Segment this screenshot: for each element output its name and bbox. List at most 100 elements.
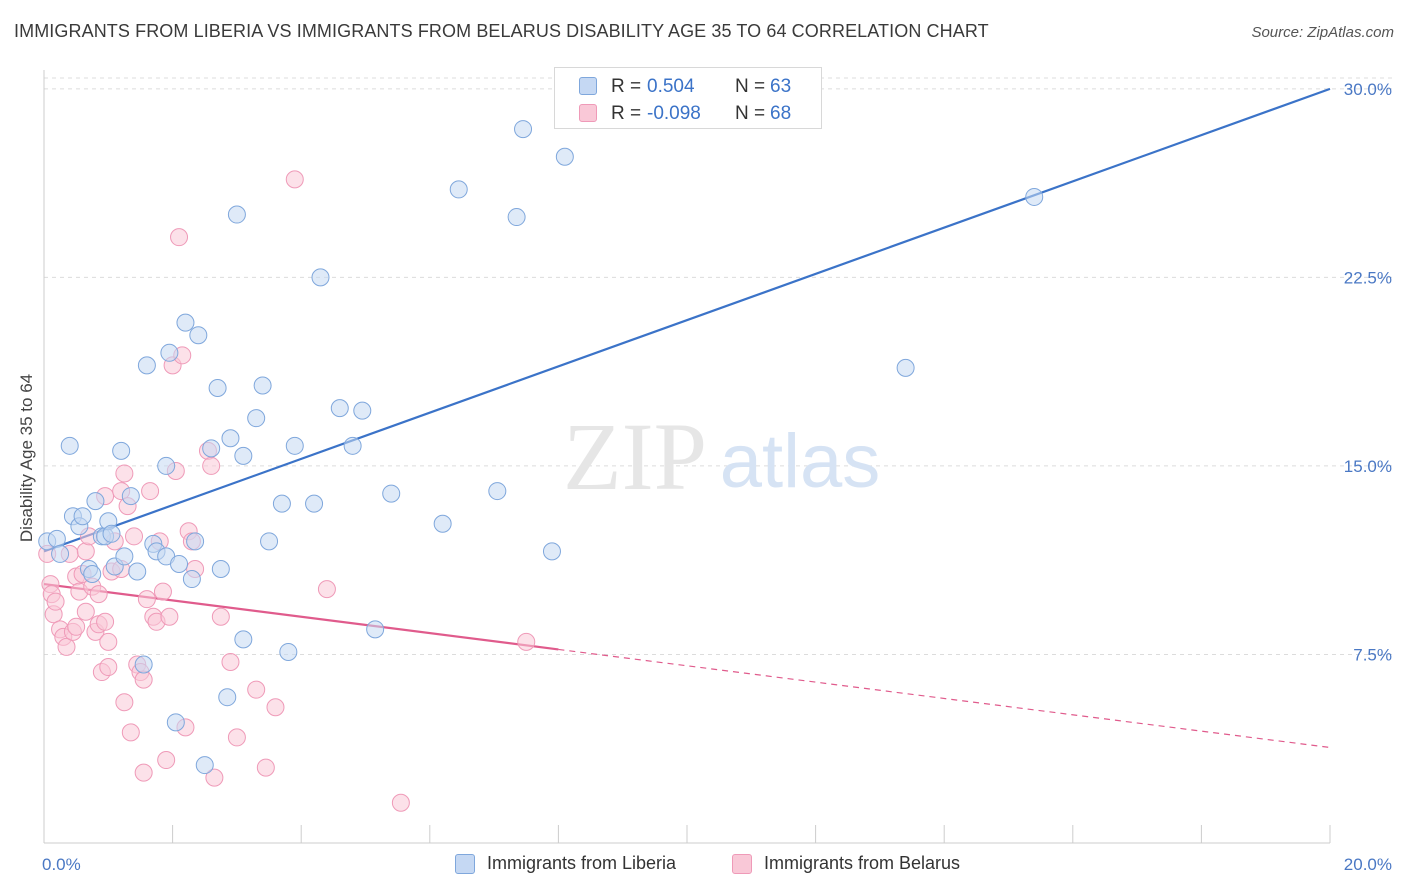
point-belarus (227, 728, 246, 747)
n-label: N = (735, 76, 766, 97)
point-liberia (102, 524, 121, 543)
point-liberia (507, 208, 526, 227)
x-tick-label: 0.0% (42, 855, 81, 874)
belarus-swatch (579, 104, 597, 122)
point-liberia (186, 532, 205, 551)
point-belarus (153, 582, 172, 601)
tick-labels: 7.5% 15.0% 22.5% 30.0% 0.0% 20.0% (42, 80, 1392, 874)
source-label: Source: ZipAtlas.com (1251, 24, 1394, 41)
series-legend: Immigrants from Liberia Immigrants from … (0, 852, 1406, 876)
point-liberia (514, 120, 533, 139)
point-belarus (211, 607, 230, 626)
y-tick-label: 7.5% (1353, 645, 1392, 664)
point-belarus (141, 482, 160, 501)
trend-line-0 (43, 87, 1331, 553)
point-liberia (202, 439, 221, 458)
point-liberia (83, 565, 102, 584)
point-liberia (542, 542, 561, 561)
point-liberia (896, 358, 915, 377)
n-value: 63 (770, 76, 792, 97)
point-belarus (115, 693, 134, 712)
point-liberia (433, 514, 452, 533)
point-belarus (76, 542, 95, 561)
point-liberia (227, 205, 246, 224)
point-belarus (121, 723, 140, 742)
points-belarus (38, 170, 536, 812)
point-liberia (272, 494, 291, 513)
point-liberia (86, 492, 105, 511)
point-liberia (112, 441, 131, 460)
point-belarus (170, 228, 189, 247)
point-belarus (205, 768, 224, 787)
watermark-atlas: atlas (720, 419, 881, 504)
point-belarus (256, 758, 275, 777)
point-liberia (121, 487, 140, 506)
point-liberia (234, 630, 253, 649)
chart-title: IMMIGRANTS FROM LIBERIA VS IMMIGRANTS FR… (14, 21, 989, 41)
watermark: ZIP atlas (563, 403, 880, 510)
liberia-swatch (579, 77, 597, 95)
point-liberia (234, 446, 253, 465)
point-liberia (279, 642, 298, 661)
point-liberia (195, 756, 214, 775)
point-liberia (128, 562, 147, 581)
point-belarus (96, 612, 115, 631)
point-liberia (1025, 187, 1044, 206)
point-belarus (391, 793, 410, 812)
point-belarus (125, 527, 144, 546)
r-value: 0.504 (647, 76, 695, 97)
legend-label: Immigrants from Liberia (487, 853, 677, 873)
point-liberia (182, 570, 201, 589)
trend-line-extension-1 (558, 648, 1331, 749)
trend-line-1 (43, 582, 559, 651)
point-liberia (160, 343, 179, 362)
point-belarus (134, 670, 153, 689)
point-liberia (353, 401, 372, 420)
point-liberia (134, 655, 153, 674)
points-liberia (38, 120, 1044, 775)
trend-lines (43, 87, 1331, 749)
r-label: R = (611, 76, 642, 97)
point-belarus (67, 617, 86, 636)
point-belarus (76, 602, 95, 621)
point-liberia (311, 268, 330, 287)
point-liberia (253, 376, 272, 395)
point-liberia (382, 484, 401, 503)
y-tick-label: 15.0% (1344, 457, 1392, 476)
point-belarus (99, 632, 118, 651)
liberia-swatch (455, 854, 475, 874)
y-tick-label: 22.5% (1344, 268, 1392, 287)
point-liberia (170, 554, 189, 573)
watermark-zip: ZIP (563, 403, 707, 510)
point-belarus (285, 170, 304, 189)
point-belarus (160, 607, 179, 626)
stats-legend: R = 0.504 N = 63 R = -0.098 N = 68 (554, 67, 822, 129)
point-liberia (366, 620, 385, 639)
point-liberia (51, 544, 70, 563)
point-belarus (137, 590, 156, 609)
gridlines (44, 77, 1392, 655)
point-belarus (115, 464, 134, 483)
r-label: R = (611, 103, 642, 124)
point-belarus (221, 653, 240, 672)
legend-label: Immigrants from Belarus (764, 853, 961, 873)
point-belarus (202, 456, 221, 475)
point-liberia (115, 547, 134, 566)
point-liberia (305, 494, 324, 513)
point-liberia (260, 532, 279, 551)
r-value: -0.098 (647, 103, 701, 124)
point-belarus (247, 680, 266, 699)
point-belarus (89, 585, 108, 604)
point-liberia (221, 429, 240, 448)
point-belarus (517, 632, 536, 651)
point-liberia (176, 313, 195, 332)
point-liberia (488, 482, 507, 501)
n-value: 68 (770, 103, 792, 124)
y-tick-label: 30.0% (1344, 80, 1392, 99)
point-liberia (157, 456, 176, 475)
point-liberia (449, 180, 468, 199)
point-belarus (46, 592, 65, 611)
point-liberia (343, 436, 362, 455)
point-liberia (47, 529, 66, 548)
point-belarus (134, 763, 153, 782)
